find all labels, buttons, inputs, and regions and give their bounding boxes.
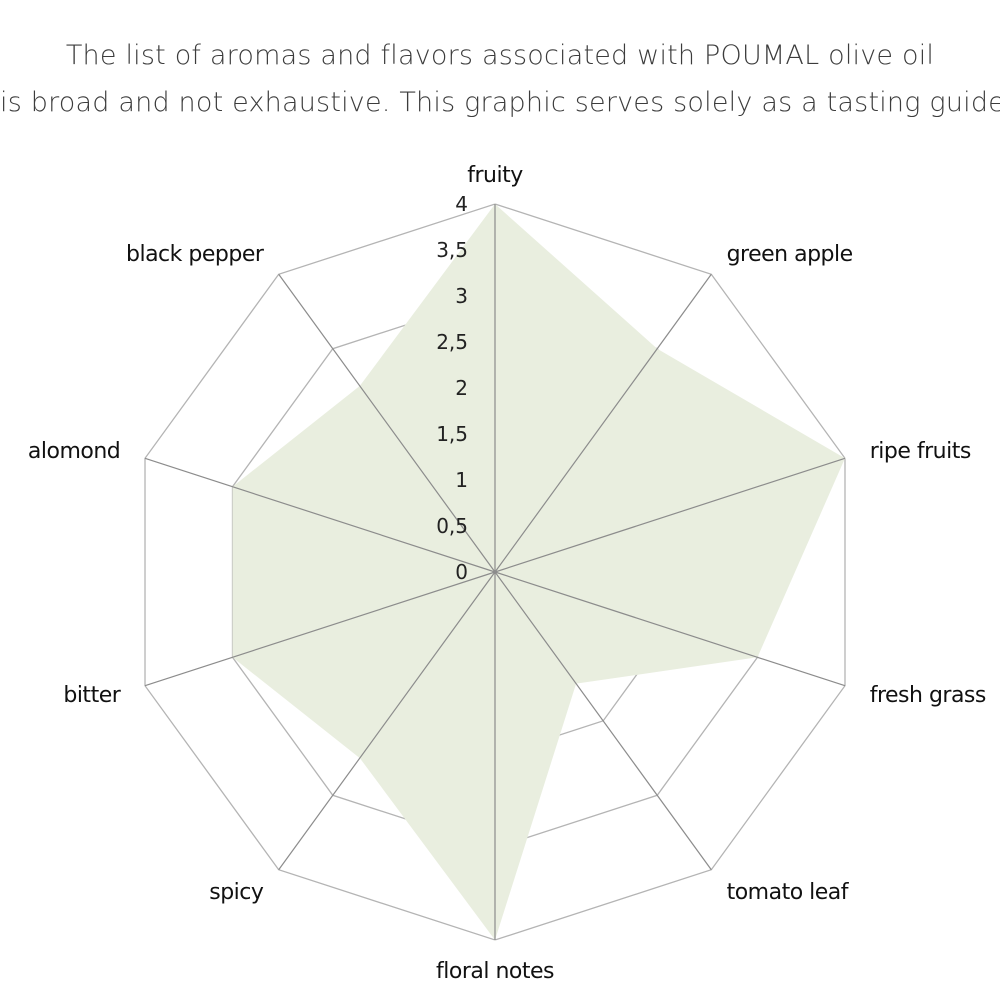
axis-label-fruity: fruity (467, 163, 523, 188)
axis-label-floral-notes: floral notes (436, 959, 554, 984)
series-area (232, 204, 845, 940)
spoke-6 (278, 571, 496, 871)
chart-title: The list of aromas and flavors associate… (0, 32, 1000, 126)
spoke-8 (144, 457, 496, 573)
axis-label-bitter: bitter (63, 683, 121, 708)
axis-label-black-pepper: black pepper (126, 242, 265, 267)
axis-label-ripe-fruits: ripe fruits (870, 439, 971, 464)
tick-label-layer: 0 0,5 1 1,5 2 2,5 3 3,5 4 (436, 192, 468, 584)
axis-label-tomato-leaf: tomato leaf (727, 880, 850, 905)
tick-label-0: 0 (455, 560, 468, 584)
axis-label-spicy: spicy (209, 880, 264, 905)
tick-label-8: 4 (455, 192, 468, 216)
tick-label-5: 2,5 (436, 330, 468, 354)
axis-label-green-apple: green apple (727, 242, 853, 267)
tick-label-4: 2 (455, 376, 468, 400)
spoke-2 (494, 457, 846, 573)
spoke-layer (144, 204, 846, 940)
spoke-4 (494, 571, 712, 871)
axis-label-layer: fruity green apple ripe fruits fresh grass t… (28, 163, 986, 984)
title-line-1: The list of aromas and flavors associate… (65, 40, 935, 71)
axis-label-fresh-grass: fresh grass (870, 683, 986, 708)
axis-label-alomond: alomond (28, 439, 120, 464)
spoke-9 (278, 273, 496, 573)
spoke-1 (494, 273, 712, 573)
tick-label-2: 1 (455, 468, 468, 492)
spoke-3 (494, 571, 846, 687)
spoke-7 (144, 571, 496, 687)
tick-label-3: 1,5 (436, 422, 468, 446)
tick-label-1: 0,5 (436, 514, 468, 538)
series-layer (232, 203, 846, 941)
tick-label-7: 3,5 (436, 238, 468, 262)
tick-label-6: 3 (455, 284, 468, 308)
title-line-2: is broad and not exhaustive. This graphi… (0, 87, 1000, 118)
